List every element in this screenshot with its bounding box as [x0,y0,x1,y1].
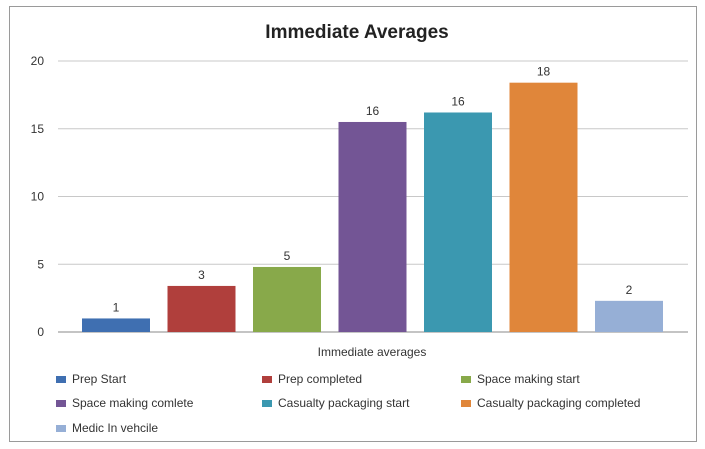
bar [509,82,578,333]
legend-label: Prep completed [278,372,363,386]
legend-swatch [262,375,272,383]
y-tick-label: 20 [31,54,45,68]
bar [338,121,407,332]
bar [595,300,663,332]
y-axis-ticks: 0 5 10 15 20 [31,54,45,339]
y-tick-label: 5 [37,257,44,271]
bar-value-label: 18 [537,65,551,79]
bar-value-label: 16 [366,104,380,118]
legend-swatch [56,375,66,383]
legend-item: Prep Start [56,372,126,386]
legend-swatch [461,375,471,383]
bar [167,285,236,332]
chart-title: Immediate Averages [265,22,448,43]
bar-value-label: 16 [451,94,465,108]
legend-swatch [56,424,66,432]
y-tick-label: 0 [37,325,44,339]
legend-item: Casualty packaging start [262,396,409,410]
bar-value-label: 2 [626,283,633,297]
legend-label: Prep Start [72,372,127,386]
bar [253,266,321,332]
bar-value-label: 1 [113,300,120,314]
legend-swatch [56,399,66,407]
legend-item: Space making start [461,372,580,386]
legend-item: Space making comlete [56,396,193,410]
legend-label: Casualty packaging completed [477,396,641,410]
bar [82,318,150,332]
legend-item: Prep completed [262,372,362,386]
legend-label: Space making start [477,372,580,386]
legend-label: Medic In vehcile [72,421,159,435]
x-axis-label: Immediate averages [318,345,427,359]
legend-item: Medic In vehcile [56,421,158,435]
y-tick-label: 10 [31,190,45,204]
data-labels: 1 3 5 16 16 18 2 [113,65,633,315]
legend-item: Casualty packaging completed [461,396,640,410]
bars [82,82,663,333]
bar [424,112,492,333]
legend-label: Casualty packaging start [278,396,410,410]
bar-value-label: 5 [284,249,291,263]
y-tick-label: 15 [31,122,45,136]
legend-label: Space making comlete [72,396,194,410]
legend-swatch [262,399,272,407]
bar-value-label: 3 [198,268,205,282]
legend-swatch [461,399,471,407]
